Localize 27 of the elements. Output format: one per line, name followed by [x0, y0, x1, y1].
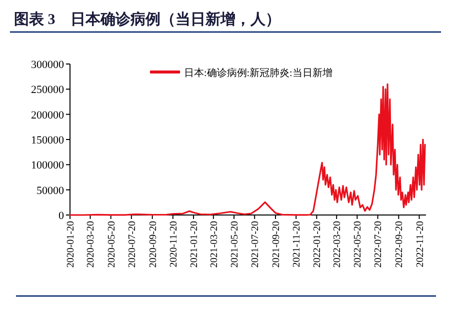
x-tick-label: 2020-03-20: [86, 221, 97, 268]
y-tick-label: 200000: [31, 109, 64, 122]
legend-label: 日本:确诊病例:新冠肺炎:当日新增: [184, 67, 332, 79]
y-tick-label: 150000: [31, 134, 64, 146]
y-tick-label: 50000: [36, 184, 64, 197]
x-tick-label: 2020-11-20: [168, 221, 180, 268]
x-tick-label: 2022-01-20: [312, 221, 324, 268]
chart-title: 图表 3 日本确诊病例（当日新增，人）: [14, 10, 280, 28]
y-tick-label: 100000: [31, 160, 64, 172]
x-tick-label: 2020-05-20: [106, 221, 118, 268]
x-tick-label: 2021-05-20: [229, 221, 240, 268]
x-tick-label: 2021-07-20: [250, 221, 262, 268]
y-tick-label: 0: [58, 210, 64, 222]
x-tick-label: 2021-01-20: [189, 221, 200, 268]
x-tick-label: 2022-09-20: [394, 221, 406, 268]
x-tick-label: 2020-01-20: [66, 221, 76, 268]
x-tick-label: 2020-09-20: [148, 221, 159, 268]
x-tick-label: 2022-03-20: [332, 221, 344, 268]
x-tick-label: 2022-05-20: [352, 221, 364, 268]
x-tick-label: 2021-09-20: [271, 221, 282, 268]
x-tick-label: 2022-11-20: [414, 221, 426, 268]
y-tick-label: 300000: [31, 59, 64, 71]
x-tick-label: 2021-11-20: [292, 221, 303, 268]
x-tick-label: 2022-07-20: [373, 221, 384, 268]
y-tick-label: 250000: [31, 84, 64, 96]
x-tick-label: 2020-07-20: [126, 221, 138, 268]
x-tick-label: 2021-03-20: [208, 221, 220, 268]
